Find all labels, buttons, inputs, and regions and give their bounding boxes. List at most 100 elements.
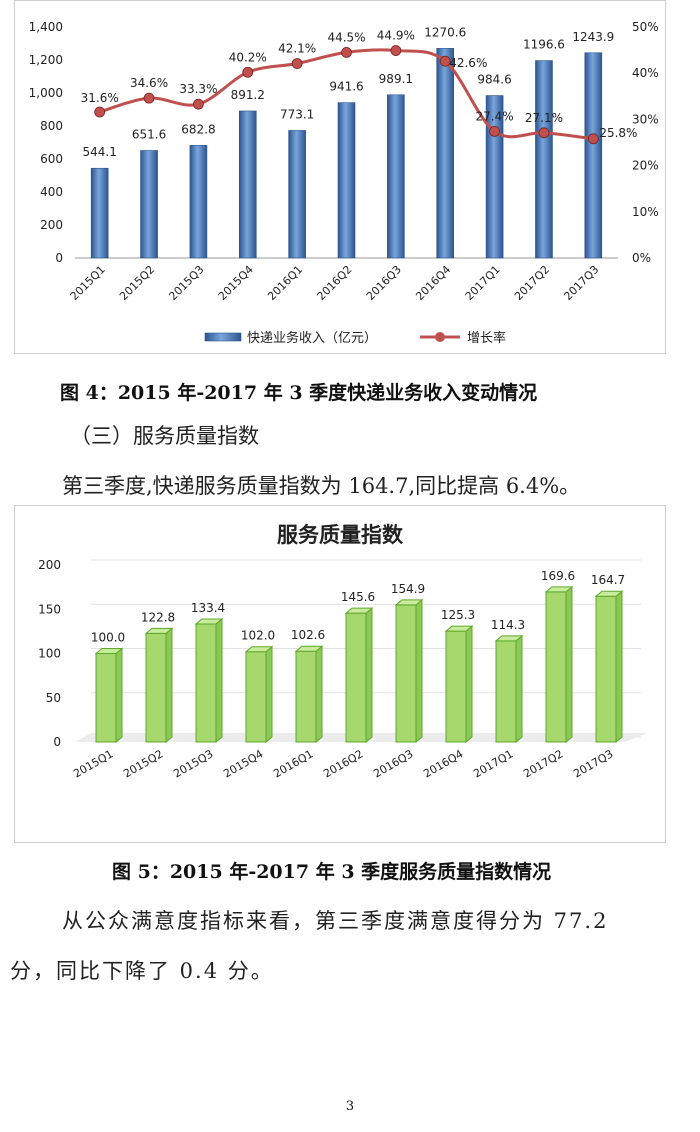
quality-bar-front [595, 595, 617, 743]
revenue-data-label: 941.6 [329, 80, 363, 94]
revenue-bar [189, 145, 208, 259]
legend-bar-label: 快递业务收入（亿元） [247, 330, 377, 346]
quality-data-label: 154.9 [391, 582, 425, 596]
revenue-bar [535, 60, 553, 259]
growth-rate-data-label: 25.8% [599, 126, 637, 140]
revenue-data-label: 1243.9 [572, 30, 614, 44]
quality-bar-side [165, 627, 173, 744]
growth-rate-marker [489, 126, 500, 137]
quality-data-label: 102.0 [241, 629, 275, 643]
legend-bar-swatch [204, 332, 242, 342]
quality-bar-side [265, 645, 273, 744]
quality-bar-front [195, 623, 217, 743]
quality-bar-top [244, 646, 274, 653]
quality-bar-side [365, 607, 373, 744]
revenue-bar [584, 52, 603, 259]
revenue-bar [90, 167, 109, 259]
y-left-tick-label: 600 [40, 152, 63, 166]
x-tick-label: 2016Q1 [271, 747, 315, 780]
quality-bar-side [215, 617, 223, 744]
x-tick-label: 2016Q2 [315, 263, 355, 303]
growth-rate-marker [193, 98, 204, 110]
quality-bar-top [594, 590, 624, 597]
quality-bar-front [295, 650, 317, 743]
growth-rate-data-label: 42.1% [278, 41, 316, 55]
revenue-data-label: 773.1 [280, 107, 314, 121]
y-right-tick-label: 50% [632, 20, 659, 34]
growth-rate-marker [390, 45, 402, 56]
x-tick-label: 2017Q2 [521, 747, 565, 780]
revenue-bar [387, 94, 405, 259]
growth-rate-data-label: 42.6% [449, 56, 487, 70]
x-tick-label: 2017Q2 [512, 263, 552, 303]
x-tick-label: 2017Q1 [471, 747, 515, 780]
growth-rate-marker [94, 106, 106, 118]
quality-bar-front [495, 640, 517, 743]
x-tick-label: 2016Q4 [421, 747, 465, 780]
revenue-data-label: 984.6 [477, 73, 511, 87]
revenue-bar [485, 95, 504, 259]
quality-data-label: 102.6 [291, 628, 325, 642]
growth-rate-data-label: 44.5% [327, 30, 365, 44]
express-revenue-chart: 0 200 400 600 800 1,000 1,200 1,400 0% 10% 20% 30% 4… [14, 0, 666, 354]
x-tick-label: 2015Q1 [68, 263, 108, 303]
growth-rate-data-label: 31.6% [81, 91, 119, 105]
y-left-tick-label: 1,000 [29, 86, 63, 100]
quality-bar-side [315, 645, 323, 744]
revenue-bar [436, 48, 455, 259]
x-tick-label: 2016Q2 [321, 747, 365, 780]
growth-rate-marker [291, 58, 303, 69]
revenue-bar [140, 150, 158, 259]
x-tick-label: 2017Q3 [571, 747, 615, 780]
x-tick-label: 2015Q3 [166, 263, 206, 303]
paragraph-satisfaction-line1: 从公众满意度指标来看，第三季度满意度得分为 77.2 [62, 909, 609, 933]
revenue-data-label: 891.2 [231, 88, 265, 102]
y-right-tick-label: 30% [632, 112, 659, 126]
revenue-data-label: 1196.6 [523, 38, 565, 52]
x-tick-label: 2016Q3 [364, 263, 404, 303]
x-tick-label: 2015Q1 [71, 747, 115, 780]
quality-bar-side [415, 598, 423, 744]
quality-bar-front [145, 632, 167, 743]
legend-line-marker [435, 332, 445, 342]
growth-rate-marker [242, 66, 254, 78]
x-tick-label: 2015Q4 [216, 263, 256, 303]
quality-bar-front [395, 604, 417, 743]
x-tick-label: 2016Q1 [265, 263, 305, 303]
revenue-data-label: 544.1 [83, 145, 117, 159]
quality-data-label: 169.6 [541, 569, 575, 583]
growth-rate-data-label: 40.2% [229, 50, 267, 64]
revenue-bar [337, 102, 356, 259]
x-tick-label: 2017Q3 [561, 263, 601, 303]
growth-rate-data-label: 27.1% [525, 111, 563, 125]
y-tick-label: 200 [38, 558, 61, 572]
paragraph-quality-index: 第三季度,快递服务质量指数为 164.7,同比提高 6.4%。 [62, 474, 581, 498]
x-tick-label: 2017Q1 [463, 263, 503, 303]
quality-bar-front [245, 651, 267, 743]
quality-data-label: 145.6 [341, 590, 375, 604]
y-left-tick-label: 1,200 [29, 53, 63, 67]
quality-bar-top [344, 607, 374, 614]
x-tick-label: 2015Q3 [171, 747, 215, 780]
y-left-tick-label: 0 [55, 251, 63, 265]
quality-bar-side [565, 585, 573, 744]
service-quality-chart: 服务质量指数 0 50 100 150 200 100.0 122.8 133.4 102.0 10… [14, 505, 666, 843]
y-left-tick-label: 400 [40, 185, 63, 199]
growth-rate-data-label: 44.9% [377, 29, 415, 43]
revenue-bar [238, 110, 257, 259]
y-tick-label: 150 [38, 602, 61, 616]
y-right-tick-label: 0% [632, 251, 651, 265]
quality-bar-front [445, 630, 467, 743]
quality-bar-top [144, 627, 174, 634]
revenue-data-label: 989.1 [379, 72, 413, 86]
y-left-tick-label: 800 [40, 119, 63, 133]
chart2-title: 服务质量指数 [277, 523, 404, 547]
legend-line-label: 增长率 [467, 330, 506, 346]
x-tick-label: 2015Q4 [221, 747, 265, 780]
quality-bar-front [345, 612, 367, 743]
section-heading: （三）服务质量指数 [70, 424, 259, 448]
growth-rate-data-label: 33.3% [179, 82, 217, 96]
figure4-caption: 图 4：2015 年-2017 年 3 季度快递业务收入变动情况 [60, 382, 538, 404]
quality-data-label: 164.7 [591, 573, 625, 587]
quality-bar-top [94, 648, 124, 654]
